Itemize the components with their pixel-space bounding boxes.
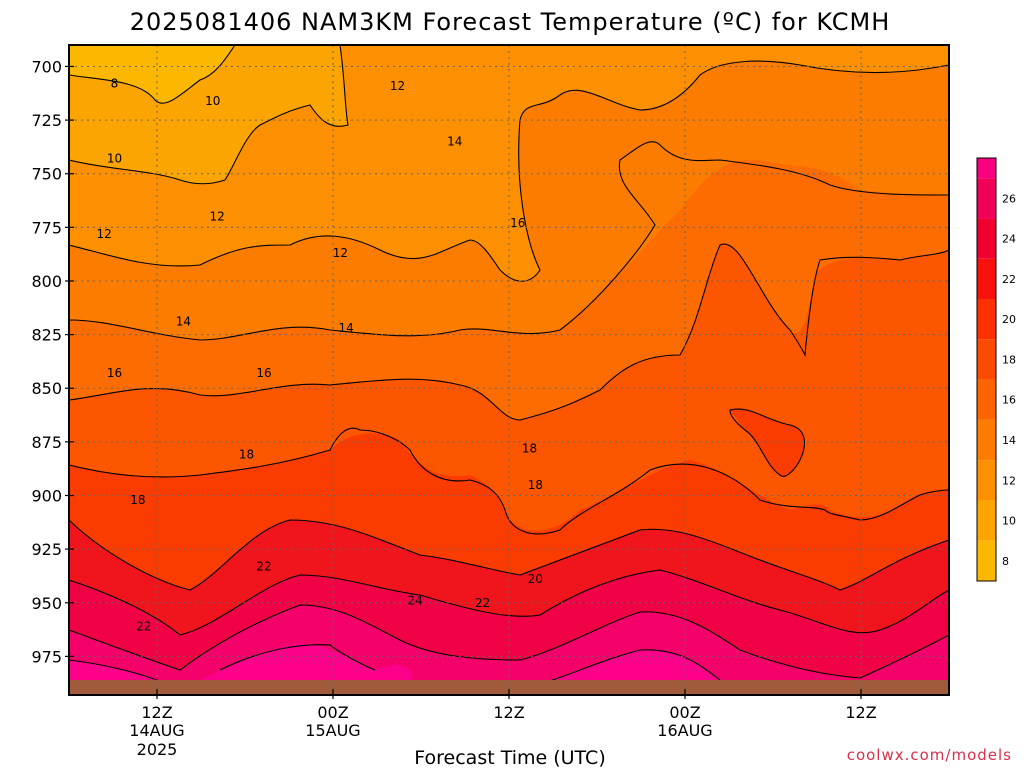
- colorbar-segment: [977, 540, 996, 581]
- contour-label: 12: [390, 79, 405, 93]
- colorbar-segment: [977, 460, 996, 501]
- credit-link[interactable]: coolwx.com/models: [847, 746, 1012, 764]
- chart-title: 2025081406 NAM3KM Forecast Temperature (…: [130, 8, 891, 36]
- contour-line: [69, 60, 949, 282]
- contour-line: [69, 569, 949, 636]
- x-tick-label: 12Z: [141, 703, 172, 722]
- colorbar-label: 8: [1002, 555, 1009, 568]
- contour-line: [69, 519, 949, 591]
- y-tick-label: 775: [31, 218, 62, 237]
- plot-area: [69, 45, 949, 695]
- contour-label: 18: [130, 493, 145, 507]
- y-tick-label: 725: [31, 111, 62, 130]
- contour-label: 16: [510, 216, 525, 230]
- colorbar-label: 24: [1002, 233, 1016, 246]
- colorbar-segment: [977, 218, 996, 259]
- x-tick-year: 2025: [137, 740, 178, 759]
- colorbar: 8 10 12 14 16 18 20 22 24 26: [976, 157, 1016, 582]
- grid-lines: [69, 45, 949, 695]
- y-tick-label: 800: [31, 272, 62, 291]
- x-tick-date: 16AUG: [657, 721, 712, 740]
- colorbar-segment: [977, 500, 996, 541]
- band-18-lobe: [730, 408, 805, 477]
- x-tick-date: 14AUG: [129, 721, 184, 740]
- contour-label: 16: [256, 366, 271, 380]
- contour-label: 14: [447, 135, 462, 149]
- colorbar-label: 22: [1002, 273, 1016, 286]
- contour-label: 22: [256, 559, 271, 573]
- colorbar-label: 16: [1002, 394, 1016, 407]
- contour-labels: 8 10 10 12 14 12 12 12 16 14 14 16 16 18 18 18 18 22 24 22 2…: [97, 77, 543, 634]
- colorbar-segment: [977, 178, 996, 219]
- contour-line: [69, 604, 949, 679]
- y-tick-label: 950: [31, 594, 62, 613]
- y-tick-label: 850: [31, 379, 62, 398]
- x-tick-label: 00Z: [317, 703, 348, 722]
- y-tick-label: 700: [31, 57, 62, 76]
- contour-label: 14: [339, 321, 354, 335]
- contour-label: 20: [528, 572, 543, 586]
- colorbar-segment: [977, 419, 996, 461]
- contour-label: 18: [522, 441, 537, 455]
- y-tick-label: 900: [31, 486, 62, 505]
- contour-label: 24: [407, 594, 422, 608]
- colorbar-segment: [977, 299, 996, 340]
- colorbar-label: 26: [1002, 192, 1016, 205]
- contour-label: 14: [176, 315, 191, 329]
- contour-line: [69, 427, 949, 535]
- colorbar-segment: [977, 339, 996, 380]
- contour-line: [729, 408, 805, 477]
- contour-label: 22: [475, 596, 490, 610]
- colorbar-border: [976, 157, 997, 582]
- colorbar-label: 18: [1002, 353, 1016, 366]
- y-tick-label: 975: [31, 647, 62, 666]
- contour-line: [69, 45, 236, 104]
- x-axis-title: Forecast Time (UTC): [414, 747, 605, 768]
- contour-label: 18: [239, 448, 254, 462]
- colorbar-segment: [977, 258, 996, 299]
- contour-label: 22: [136, 619, 151, 633]
- contour-label: 8: [111, 77, 119, 91]
- contour-line: [69, 45, 349, 185]
- contour-label: 12: [209, 210, 224, 224]
- contour-label: 12: [97, 227, 112, 241]
- contour-label: 10: [205, 94, 220, 108]
- x-tick-date: 15AUG: [305, 721, 360, 740]
- y-tick-label: 750: [31, 165, 62, 184]
- band-8: [69, 45, 235, 104]
- contour-label: 12: [333, 246, 348, 260]
- contour-line: [69, 141, 949, 341]
- contour-line: [69, 243, 949, 421]
- colorbar-segment: [977, 158, 996, 179]
- colorbar-label: 20: [1002, 313, 1016, 326]
- y-tick-label: 825: [31, 326, 62, 345]
- colorbar-label: 14: [1002, 434, 1016, 447]
- contour-label: 18: [528, 478, 543, 492]
- colorbar-segment: [977, 379, 996, 420]
- contour-lines: [69, 45, 949, 691]
- y-axis: 700 725 750 775 800 825 850 875 900 925 950 975: [31, 57, 74, 666]
- contour-label: 10: [107, 152, 122, 166]
- y-tick-label: 875: [31, 433, 62, 452]
- y-tick-label: 925: [31, 540, 62, 559]
- x-tick-label: 00Z: [669, 703, 700, 722]
- x-tick-label: 12Z: [493, 703, 524, 722]
- contour-label: 16: [107, 366, 122, 380]
- x-tick-label: 12Z: [845, 703, 876, 722]
- colorbar-label: 10: [1002, 515, 1016, 528]
- colorbar-label: 12: [1002, 474, 1016, 487]
